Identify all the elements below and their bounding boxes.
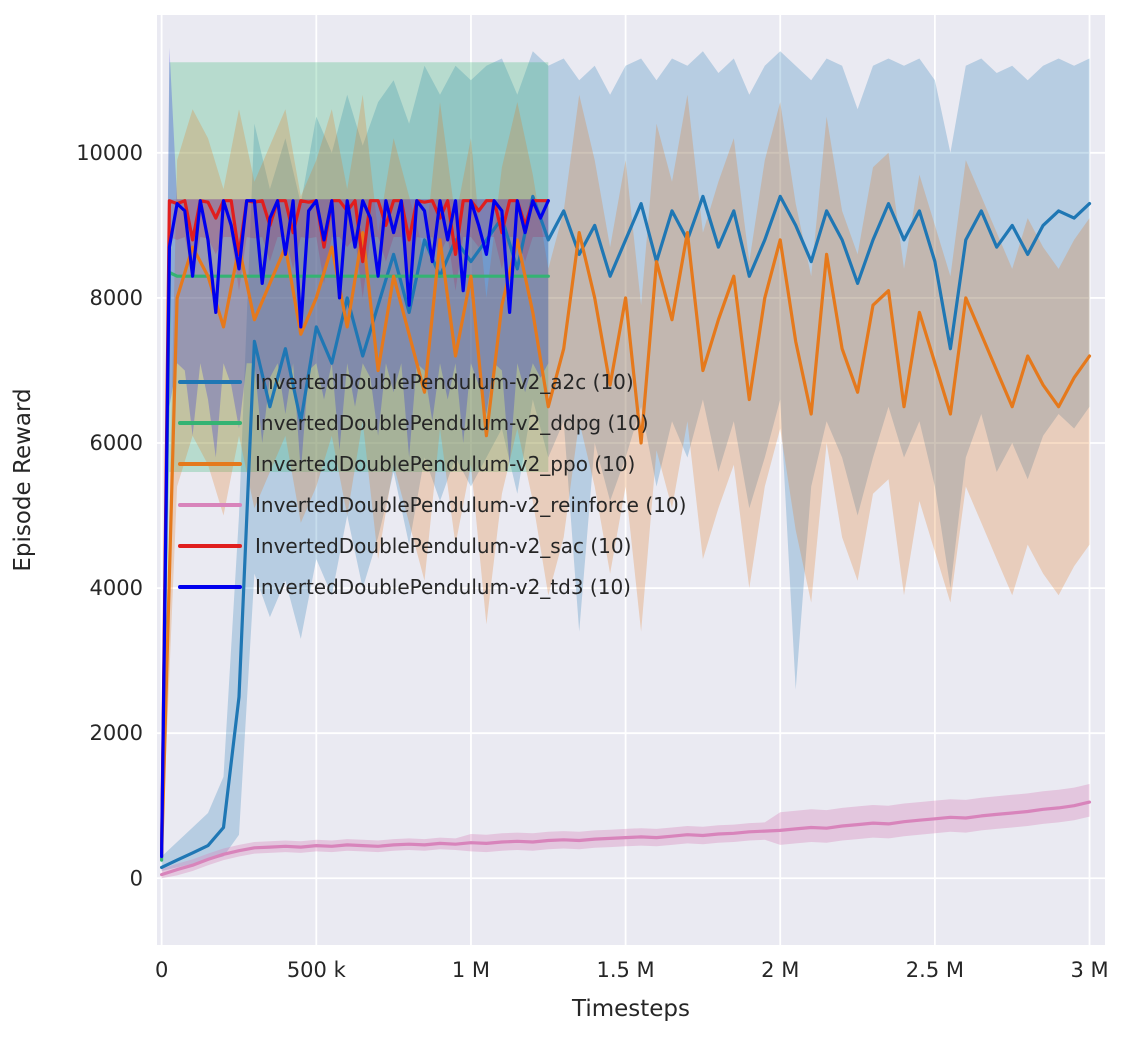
legend-item-ddpg: InvertedDoublePendulum-v2_ddpg (10) (178, 402, 686, 443)
legend-line-td3 (178, 584, 242, 589)
x-tick-label: 1 M (452, 958, 490, 982)
y-tick-label: 6000 (90, 431, 143, 455)
line-a2c (160, 194, 1092, 870)
x-tick-label: 1.5 M (596, 958, 654, 982)
legend-line-ddpg (178, 420, 242, 425)
legend-item-sac: InvertedDoublePendulum-v2_sac (10) (178, 525, 686, 566)
legend-line-ppo (178, 461, 242, 466)
legend-item-a2c: InvertedDoublePendulum-v2_a2c (10) (178, 361, 686, 402)
y-tick-label: 2000 (90, 721, 143, 745)
line-reinforce (160, 800, 1092, 877)
x-tick-label: 500 k (287, 958, 347, 982)
band-ddpg (161, 62, 549, 864)
y-tick-label: 0 (130, 866, 143, 890)
legend-label-ppo: InvertedDoublePendulum-v2_ppo (10) (255, 451, 636, 476)
plot-background (157, 15, 1105, 945)
line-ppo (160, 231, 1092, 859)
legend-label-a2c: InvertedDoublePendulum-v2_a2c (10) (255, 369, 634, 394)
x-tick-label: 3 M (1070, 958, 1108, 982)
x-axis-label: Timesteps (571, 996, 690, 1022)
legend-line-sac (178, 543, 242, 548)
legend-label-td3: InvertedDoublePendulum-v2_td3 (10) (255, 574, 631, 599)
y-tick-label: 4000 (90, 576, 143, 600)
chart-legend: InvertedDoublePendulum-v2_a2c (10) Inver… (178, 361, 686, 607)
x-tick-label: 2 M (761, 958, 799, 982)
legend-line-a2c (178, 379, 242, 384)
band-reinforce (161, 784, 1090, 879)
legend-label-ddpg: InvertedDoublePendulum-v2_ddpg (10) (255, 410, 649, 435)
x-tick-label: 0 (155, 958, 168, 982)
legend-label-reinforce: InvertedDoublePendulum-v2_reinforce (10) (255, 492, 687, 517)
y-axis-label: Episode Reward (10, 388, 36, 571)
band-ppo (161, 94, 1090, 864)
legend-line-reinforce (178, 502, 242, 507)
x-tick-label: 2.5 M (906, 958, 964, 982)
legend-item-ppo: InvertedDoublePendulum-v2_ppo (10) (178, 443, 686, 484)
legend-item-td3: InvertedDoublePendulum-v2_td3 (10) (178, 566, 686, 607)
legend-item-reinforce: InvertedDoublePendulum-v2_reinforce (10) (178, 484, 686, 525)
line-sac (160, 199, 550, 855)
y-tick-label: 10000 (76, 141, 143, 165)
line-td3 (160, 199, 550, 859)
legend-label-sac: InvertedDoublePendulum-v2_sac (10) (255, 533, 632, 558)
y-tick-label: 8000 (90, 286, 143, 310)
